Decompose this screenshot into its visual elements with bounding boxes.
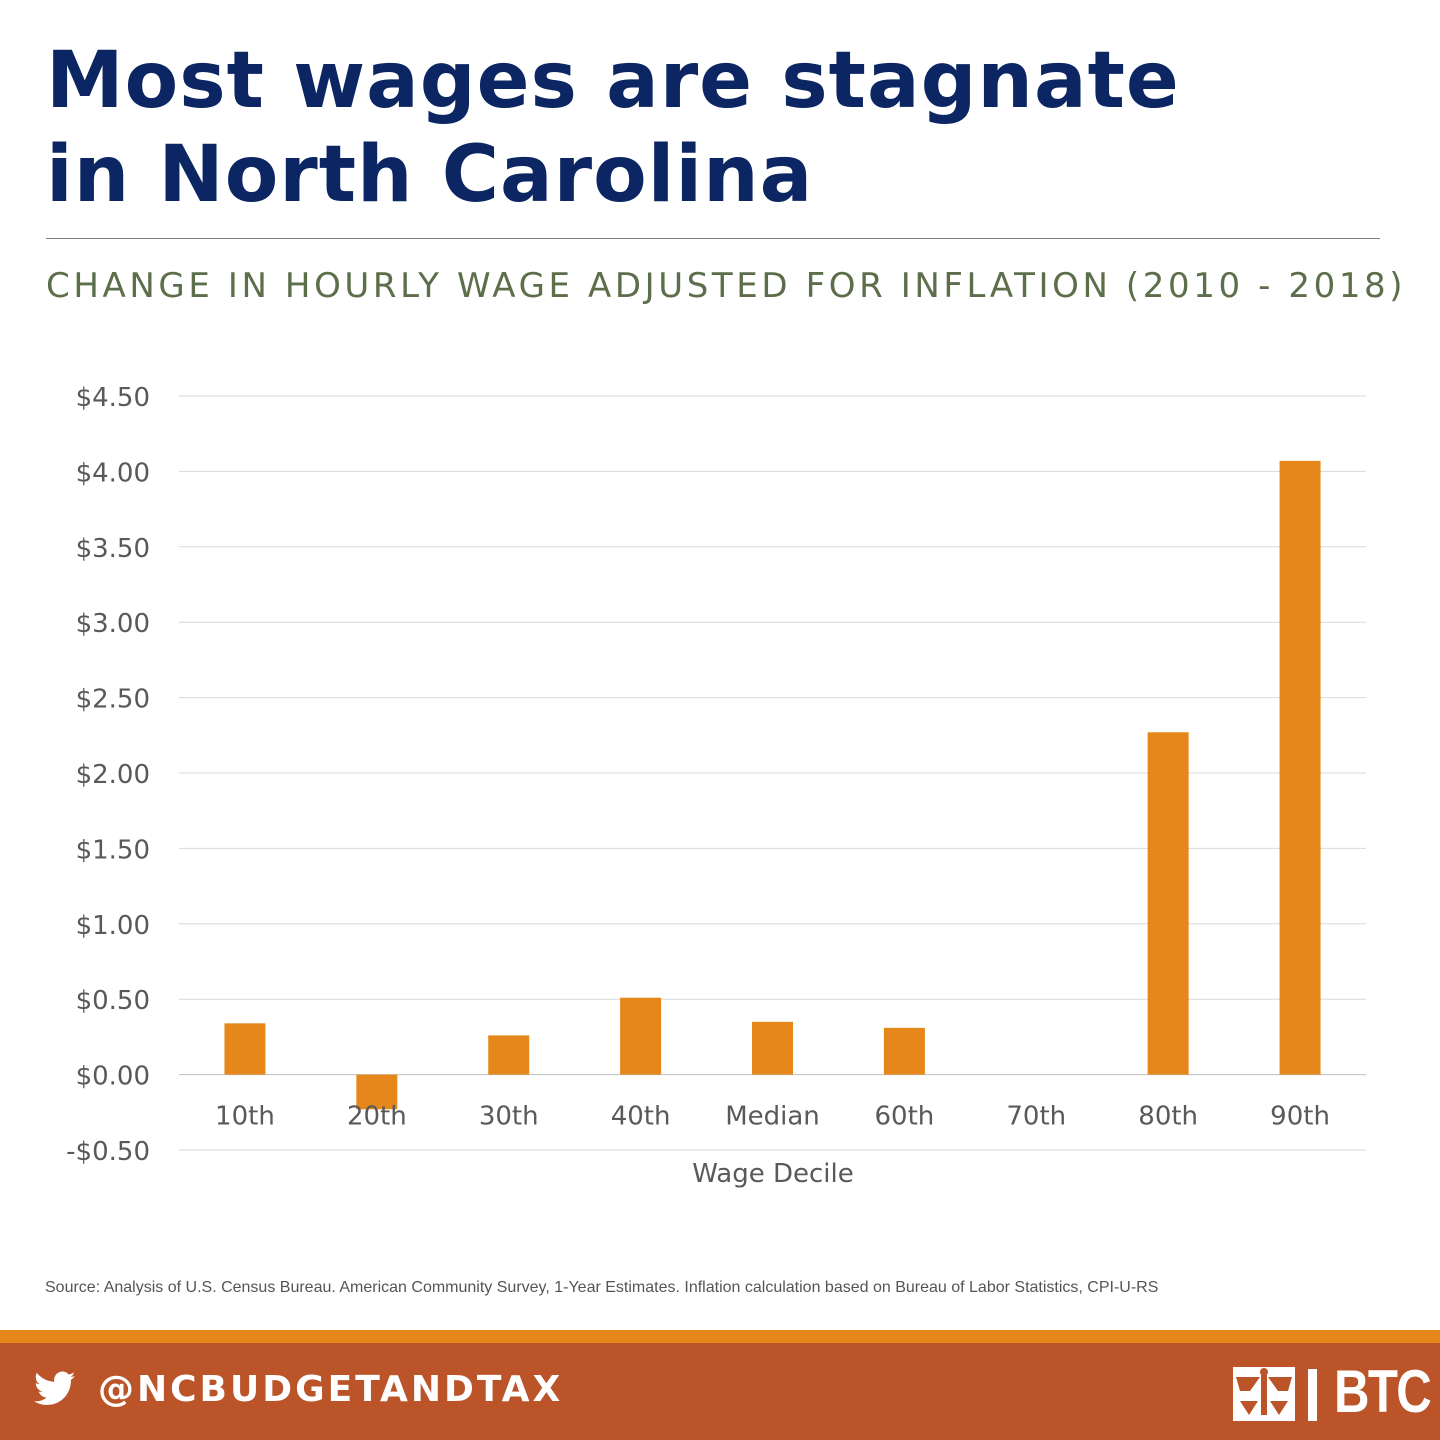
y-tick-label: $3.50 — [76, 534, 150, 564]
x-tick-label: 40th — [611, 1102, 671, 1132]
bar-10th — [224, 1023, 266, 1075]
bars — [224, 460, 1321, 1110]
bar-20th — [356, 1074, 398, 1110]
bar-median — [752, 1021, 793, 1075]
y-tick-label: $2.00 — [76, 760, 150, 790]
y-tick-label: $3.00 — [76, 609, 150, 639]
y-tick-label: $4.00 — [76, 458, 150, 488]
bar-90th — [1279, 460, 1321, 1075]
footer-bar: @NCBUDGETANDTAX BTC — [0, 1343, 1440, 1440]
twitter-icon[interactable] — [34, 1371, 76, 1407]
title-divider — [46, 238, 1380, 239]
chart-subtitle: CHANGE IN HOURLY WAGE ADJUSTED FOR INFLA… — [46, 266, 1407, 306]
x-tick-label: 70th — [1006, 1102, 1066, 1132]
x-axis-labels: 10th 20th 30th 40th Median 60th 70th 80th 90th — [215, 1102, 1330, 1132]
y-tick-label: $4.50 — [76, 383, 150, 413]
source-note: Source: Analysis of U.S. Census Bureau. … — [45, 1279, 1159, 1296]
bar-40th — [620, 997, 662, 1075]
btc-logo — [1233, 1367, 1317, 1421]
y-tick-label: $0.00 — [76, 1062, 150, 1092]
x-tick-label: 60th — [875, 1102, 935, 1132]
y-tick-label: $1.50 — [76, 835, 150, 865]
bar-chart: $4.50 $4.00 $3.50 $3.00 $2.50 $2.00 $1.50 $1.00… — [66, 383, 1366, 1189]
x-tick-label: 90th — [1270, 1102, 1330, 1132]
title-line-2: in North Carolina — [46, 130, 814, 220]
btc-logo-text: BTC — [1334, 1358, 1432, 1425]
x-tick-label: 10th — [215, 1102, 275, 1132]
x-tick-label: 30th — [479, 1102, 539, 1132]
x-tick-label: Median — [725, 1102, 820, 1132]
twitter-handle[interactable]: @NCBUDGETANDTAX — [98, 1369, 564, 1410]
footer-accent-stripe — [0, 1330, 1440, 1343]
bar-80th — [1147, 732, 1189, 1075]
y-axis-labels: $4.50 $4.00 $3.50 $3.00 $2.50 $2.00 $1.50 $1.00… — [66, 383, 150, 1167]
y-tick-label: $0.50 — [76, 986, 150, 1016]
bar-60th — [883, 1027, 925, 1075]
x-axis-title: Wage Decile — [692, 1159, 854, 1189]
x-tick-label: 20th — [347, 1102, 407, 1132]
page-title: Most wages are stagnate in North Carolin… — [46, 34, 1386, 222]
y-tick-label: $2.50 — [76, 685, 150, 715]
x-tick-label: 80th — [1138, 1102, 1198, 1132]
bar-30th — [488, 1035, 530, 1075]
y-tick-label: -$0.50 — [66, 1137, 150, 1167]
y-tick-label: $1.00 — [76, 911, 150, 941]
title-line-1: Most wages are stagnate — [46, 36, 1180, 126]
